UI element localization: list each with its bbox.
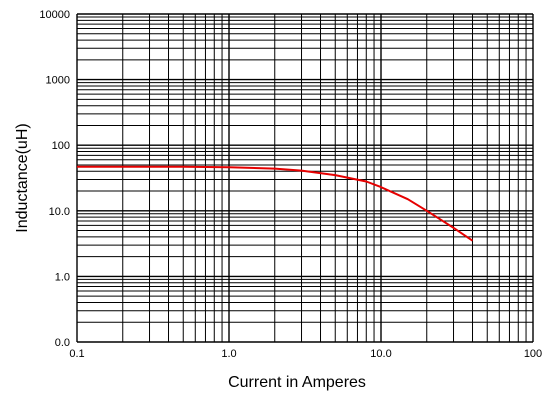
series-layer	[77, 165, 474, 242]
series-line	[77, 165, 474, 242]
y-tick-label: 0.0	[55, 337, 70, 349]
x-tick-label: 100	[524, 348, 542, 360]
x-tick-labels: 0.1 1.0 10.0 100	[69, 348, 542, 360]
y-tick-label: 10000	[39, 9, 70, 21]
y-tick-label: 1.0	[55, 271, 70, 283]
y-axis-title: Inductance(uH)	[14, 123, 31, 232]
x-tick-label: 10.0	[370, 348, 391, 360]
x-tick-label: 0.1	[69, 348, 84, 360]
x-tick-label: 1.0	[221, 348, 236, 360]
y-tick-labels: 10000 1000 100 10.0 1.0 0.0	[39, 9, 70, 349]
y-tick-label: 1000	[46, 75, 70, 87]
x-axis-title: Current in Amperes	[228, 374, 366, 391]
y-tick-label: 100	[52, 140, 70, 152]
y-tick-label: 10.0	[49, 206, 70, 218]
grid	[76, 13, 534, 343]
